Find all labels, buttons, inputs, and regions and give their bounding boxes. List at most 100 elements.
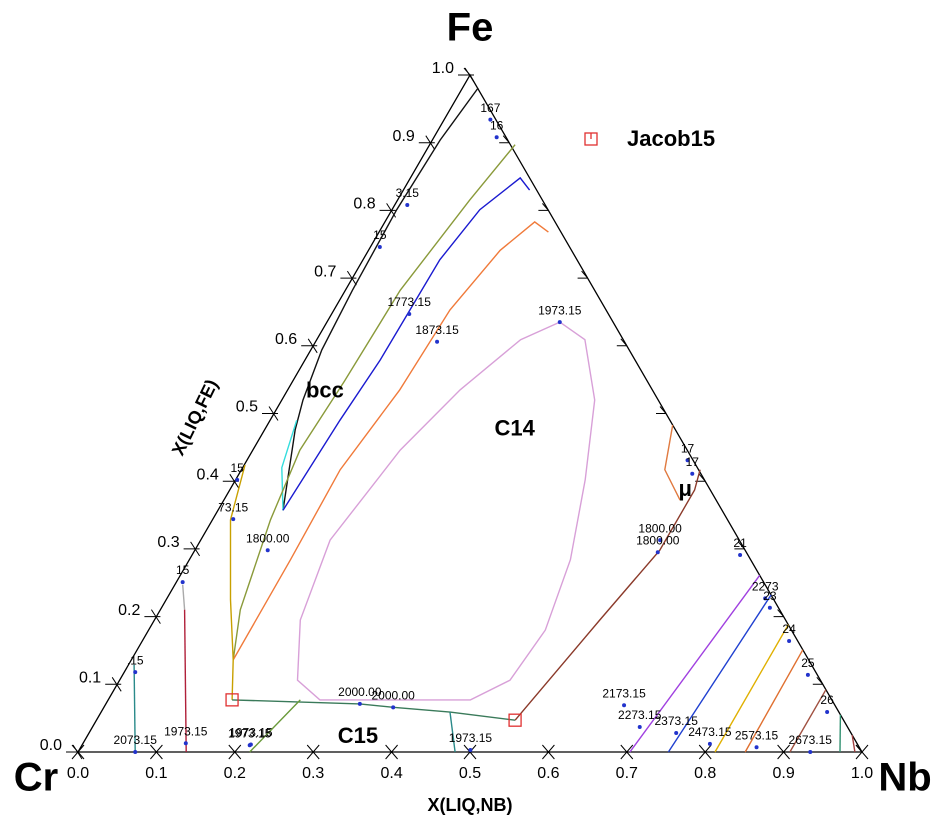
isotherm-label: 15 [230, 461, 244, 475]
label-point [763, 596, 768, 601]
isotherm-label: 21 [733, 536, 747, 550]
isotherm-line [232, 221, 549, 661]
label-point [690, 471, 695, 476]
isotherm-label: 2000.00 [371, 688, 415, 702]
corner-label: Nb [878, 756, 931, 800]
phase-label: C15 [338, 723, 378, 748]
phase-label: C14 [495, 416, 536, 441]
label-point [622, 703, 627, 708]
x-tick-label: 0.0 [67, 765, 89, 782]
label-point [133, 670, 138, 675]
isotherm-label: 2673.15 [789, 733, 833, 747]
isotherm-line [133, 664, 136, 753]
isotherm-label: 1973.15 [228, 726, 272, 740]
isotherm-label: 15 [373, 228, 387, 242]
label-point [738, 552, 743, 557]
label-point [468, 747, 473, 752]
y-tick [105, 677, 122, 692]
y-tick [418, 135, 436, 150]
isotherm-label: 73.15 [218, 500, 248, 514]
isotherm-label: 1873.15 [415, 323, 459, 337]
x-tick [777, 744, 790, 760]
isotherm-label: 17 [686, 455, 700, 469]
right-tick [852, 744, 863, 753]
isotherm-label: 1973.15 [164, 724, 208, 738]
y-axis-title: X(LIQ,FE) [168, 376, 222, 458]
isotherm-line [229, 464, 246, 700]
isotherm-line [789, 689, 827, 753]
isotherm-label: 15 [176, 563, 190, 577]
right-tick [460, 67, 471, 76]
label-point [754, 745, 759, 750]
label-point [133, 750, 138, 754]
isotherm-line [851, 734, 856, 753]
x-tick [698, 744, 712, 760]
isotherm-label: 2000.00 [338, 685, 382, 699]
isotherm-label: 24 [782, 622, 796, 636]
isotherm-label: 1973.15 [538, 303, 582, 317]
isotherm-label: 2373.15 [654, 714, 698, 728]
y-tick-label: 0.1 [79, 670, 101, 687]
isotherm-label: 2473.15 [688, 725, 732, 739]
y-tick-label: 0.3 [157, 534, 179, 551]
right-tick [538, 203, 549, 211]
x-tick-label: 0.2 [224, 765, 246, 782]
label-point [183, 741, 188, 746]
label-point [357, 701, 362, 706]
y-tick-label: 0.4 [197, 466, 219, 483]
isotherm-label: 1800.00 [246, 531, 290, 545]
y-tick-label: 0.6 [275, 331, 297, 348]
isotherm-label: 2073.15 [114, 733, 158, 747]
x-tick [385, 744, 398, 760]
phase-label: bcc [306, 378, 344, 403]
label-point [248, 742, 253, 747]
x-tick-label: 0.1 [145, 765, 167, 782]
label-point [488, 117, 493, 122]
isotherm-line [183, 609, 187, 753]
isotherm-line [664, 424, 681, 501]
right-tick [656, 406, 667, 414]
x-tick-label: 0.4 [380, 765, 402, 782]
isotherm-label: 2573.15 [735, 728, 779, 742]
isotherm-line [232, 144, 516, 660]
isotherm-line [449, 712, 456, 753]
label-point [658, 538, 663, 543]
isotherm-label: 3.15 [396, 186, 420, 200]
label-point [265, 548, 270, 553]
x-tick-label: 0.9 [772, 765, 794, 782]
label-point [787, 638, 792, 643]
y-tick [262, 406, 279, 421]
label-point [435, 339, 440, 344]
corner-label: Cr [14, 756, 58, 800]
right-tick [773, 609, 784, 618]
data-point [508, 713, 522, 727]
isotherm-label: 26 [820, 693, 834, 707]
isotherm-label: 2273.15 [618, 708, 662, 722]
isotherm-label: 1800.00 [638, 521, 682, 535]
label-point [557, 320, 562, 325]
isotherm-line [714, 624, 789, 753]
x-tick-label: 0.6 [537, 765, 559, 782]
isotherm-line [182, 584, 186, 610]
isotherm-label: 2173.15 [602, 686, 646, 700]
label-point [494, 135, 499, 140]
y-tick [340, 270, 357, 286]
y-tick-label: 0.7 [314, 263, 336, 280]
label-point [767, 605, 772, 610]
isotherm-label: 17 [681, 441, 695, 455]
x-tick-label: 0.5 [459, 765, 481, 782]
isotherm-label: 1973.15 [449, 731, 493, 745]
y-tick-label: 1.0 [432, 60, 454, 77]
x-tick-label: 0.3 [302, 765, 324, 782]
right-tick [734, 541, 745, 550]
x-tick-label: 0.8 [694, 765, 716, 782]
isotherm-label: 25 [801, 656, 815, 670]
label-point [825, 710, 830, 715]
right-tick [616, 338, 628, 347]
label-point [231, 517, 236, 522]
y-tick-label: 0.5 [236, 399, 258, 416]
label-point [377, 244, 382, 249]
isotherm-line [667, 594, 772, 753]
x-tick [463, 744, 477, 760]
isotherm-label: 1773.15 [388, 295, 432, 309]
